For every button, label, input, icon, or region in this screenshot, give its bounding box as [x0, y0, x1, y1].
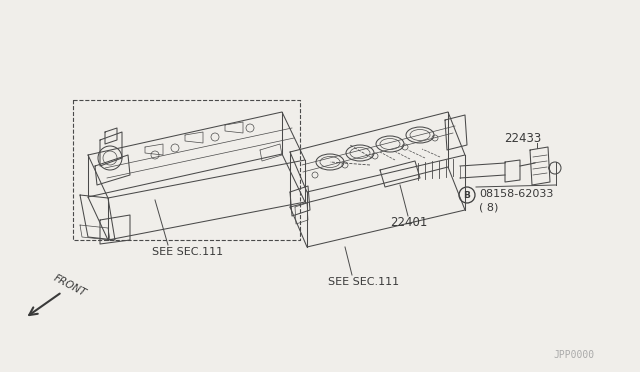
Text: 08158-62033: 08158-62033 [479, 189, 554, 199]
Text: 22401: 22401 [390, 215, 428, 228]
Text: SEE SEC.111: SEE SEC.111 [328, 277, 399, 287]
Text: SEE SEC.111: SEE SEC.111 [152, 247, 223, 257]
Text: B: B [463, 190, 470, 199]
Text: FRONT: FRONT [52, 273, 88, 299]
Text: ( 8): ( 8) [479, 202, 499, 212]
Text: 22433: 22433 [504, 131, 541, 144]
Text: JPP0000: JPP0000 [554, 350, 595, 360]
